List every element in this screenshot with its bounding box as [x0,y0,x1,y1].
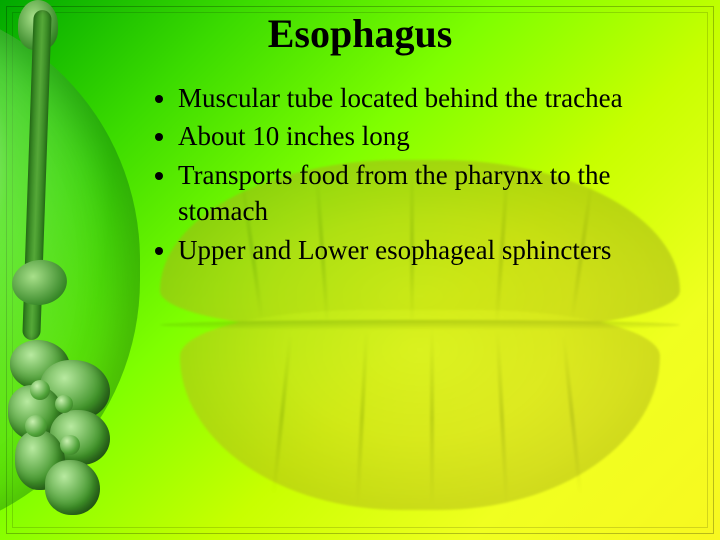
bullet-item: Muscular tube located behind the trachea [178,80,700,116]
slide: Esophagus Muscular tube located behind t… [0,0,720,540]
slide-title: Esophagus [0,10,720,57]
bullet-item: About 10 inches long [178,118,700,154]
bullet-list: Muscular tube located behind the trachea… [150,80,700,270]
bullet-item: Transports food from the pharynx to the … [178,157,700,230]
left-circle-overlay [0,0,140,540]
bullet-item: Upper and Lower esophageal sphincters [178,232,700,268]
